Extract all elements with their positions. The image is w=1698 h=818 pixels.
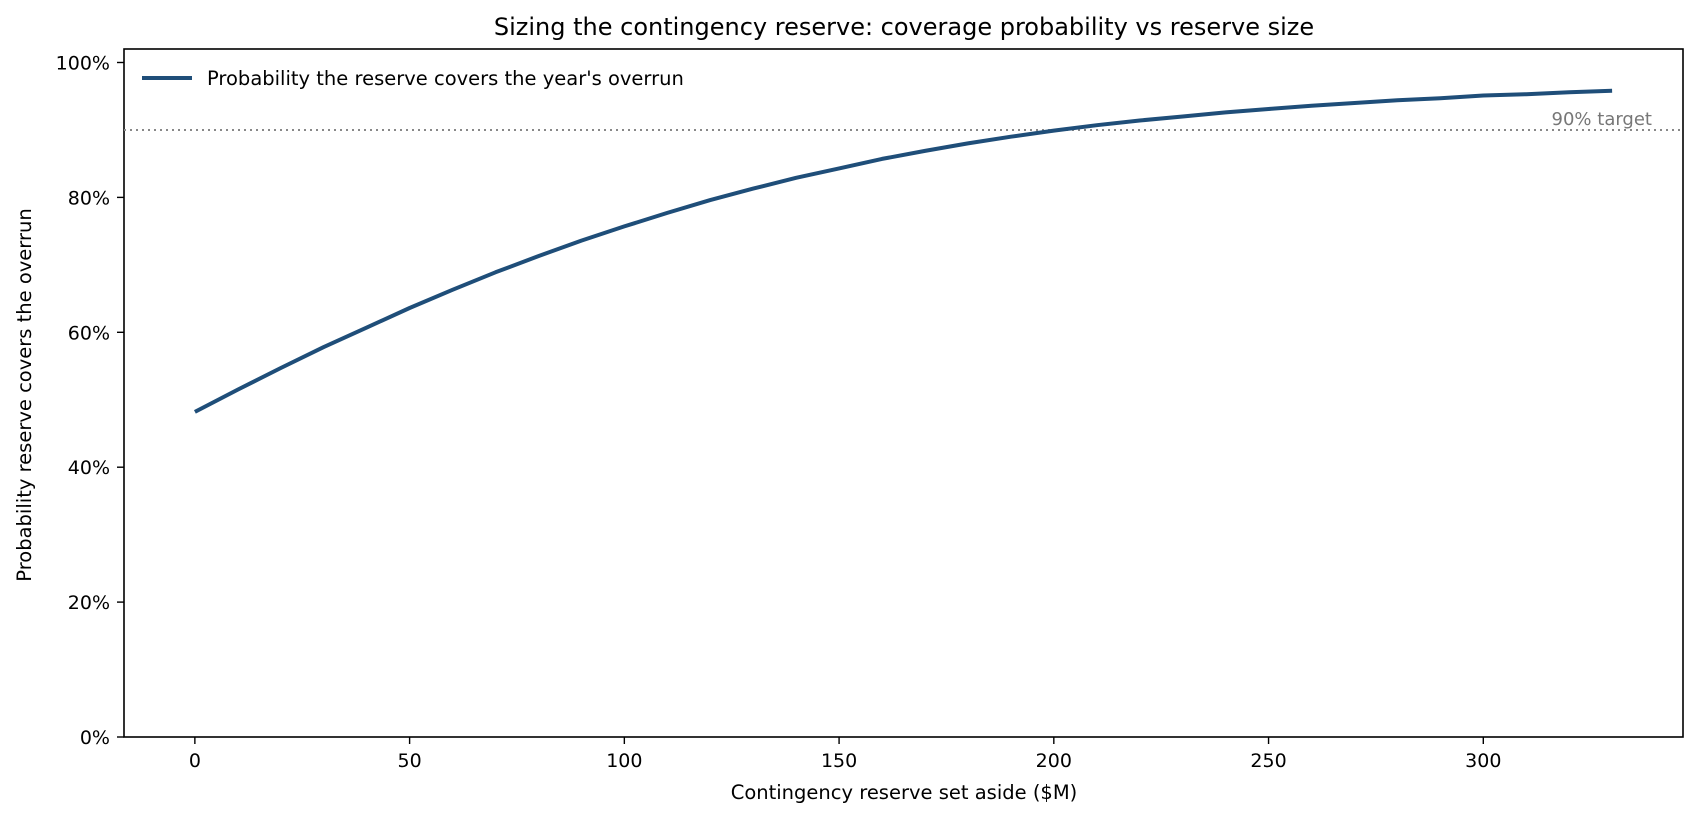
x-tick-label: 50 — [398, 750, 422, 772]
chart-title: Sizing the contingency reserve: coverage… — [494, 13, 1314, 41]
legend-label: Probability the reserve covers the year'… — [207, 67, 684, 90]
x-axis-title: Contingency reserve set aside ($M) — [731, 781, 1078, 804]
x-tick-label: 0 — [189, 750, 201, 772]
y-tick-label: 20% — [68, 592, 110, 614]
x-tick-label: 150 — [821, 750, 857, 772]
plot-frame — [123, 48, 1684, 738]
y-tick-label: 40% — [68, 457, 110, 479]
y-axis: 0% 20% 40% 60% 80% 100% — [56, 52, 124, 749]
y-axis-title: Probability reserve covers the overrun — [13, 208, 36, 581]
x-tick-label: 200 — [1036, 750, 1072, 772]
y-tick-label: 100% — [56, 52, 110, 74]
reference-line-group: 90% target — [124, 109, 1683, 131]
target-label: 90% target — [1552, 109, 1652, 130]
y-tick-label: 0% — [80, 727, 110, 749]
plot-area: 90% target — [123, 48, 1684, 738]
x-axis: 0 50 100 150 200 250 300 — [189, 737, 1501, 772]
x-tick-label: 100 — [606, 750, 642, 772]
x-tick-label: 300 — [1465, 750, 1501, 772]
y-tick-label: 80% — [68, 187, 110, 209]
series-line — [193, 88, 1613, 414]
y-tick-label: 60% — [68, 322, 110, 344]
legend: Probability the reserve covers the year'… — [142, 67, 684, 90]
x-tick-label: 250 — [1250, 750, 1286, 772]
series-group — [193, 88, 1613, 414]
